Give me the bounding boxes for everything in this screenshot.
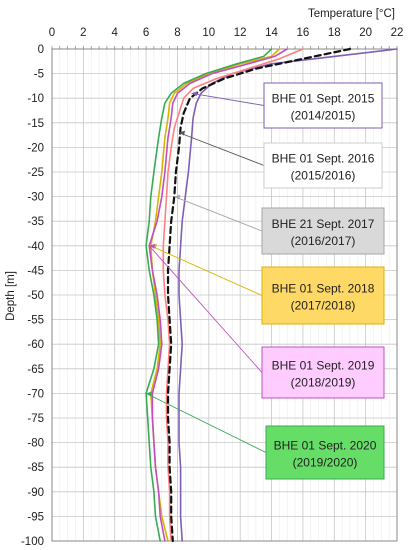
y-tick-label: 0 [38, 44, 44, 56]
x-tick-label: 12 [234, 27, 247, 39]
annotation-box-6 [265, 425, 385, 480]
x-tick-label: 18 [328, 27, 341, 39]
x-tick-label: 0 [49, 27, 55, 39]
y-tick-label: -95 [27, 511, 44, 523]
y-tick-label: -55 [27, 315, 44, 327]
annotation-label-2-line2: (2015/2016) [291, 169, 356, 183]
y-tick-label: -50 [27, 290, 44, 302]
annotation-label-4-line2: (2017/2018) [291, 299, 356, 313]
y-tick-label: -90 [27, 487, 44, 499]
x-tick-label: 2 [80, 27, 86, 39]
y-tick-label: -80 [27, 438, 44, 450]
leader-layer [145, 91, 267, 453]
y-tick-label: -100 [21, 536, 44, 548]
annotation-box-5 [261, 346, 385, 399]
annotation-arrowhead [179, 130, 186, 136]
series-line-6 [145, 48, 273, 542]
annotation-arrowhead [191, 91, 198, 97]
x-tick-label: 20 [359, 27, 372, 39]
annotation-label-4-line1: BHE 01 Sept. 2018 [272, 282, 375, 296]
annotation-label-3-line2: (2016/2017) [291, 234, 356, 248]
annotation-layer: BHE 01 Sept. 2015 (2014/2015) BHE 01 Sept.… [261, 82, 385, 480]
annotation-label-6-line1: BHE 01 Sept. 2020 [274, 439, 377, 453]
y-tick-label: -10 [27, 93, 44, 105]
x-tick-label: 22 [391, 27, 404, 39]
annotation-box-1 [263, 82, 383, 129]
series-line-3 [166, 47, 352, 543]
annotation-label-2-line1: BHE 01 Sept. 2016 [272, 152, 375, 166]
y-tick-label: -20 [27, 142, 44, 154]
annotation-leader-3 [174, 196, 263, 232]
y-tick-label: -40 [27, 241, 44, 253]
y-tick-label: -75 [27, 413, 44, 425]
y-tick-label: -35 [27, 216, 44, 228]
annotation-label-5-line2: (2018/2019) [291, 376, 356, 390]
y-tick-label: -65 [27, 364, 44, 376]
annotation-label-1-line1: BHE 01 Sept. 2015 [272, 92, 375, 106]
annotation-leader-4 [150, 245, 263, 296]
annotation-arrowhead [149, 243, 156, 249]
annotation-box-3 [261, 207, 385, 255]
annotation-box-4 [261, 266, 385, 325]
annotation-label-1-line2: (2014/2015) [291, 109, 356, 123]
annotation-leader-2 [178, 132, 265, 166]
annotation-leader-5 [148, 245, 263, 373]
plot-frame [51, 48, 398, 542]
x-tick-label: 4 [112, 27, 119, 39]
x-tick-label: 8 [174, 27, 180, 39]
y-tick-label: -45 [27, 265, 44, 277]
y-tick-label: -85 [27, 462, 44, 474]
annotation-leader-1 [191, 92, 265, 106]
y-tick-label: -60 [27, 339, 44, 351]
annotation-box-2 [263, 142, 383, 189]
x-tick-label: 16 [297, 27, 310, 39]
x-axis-title: Temperature [°C] [308, 8, 395, 20]
y-tick-label: -25 [27, 167, 44, 179]
annotation-label-3-line1: BHE 21 Sept. 2017 [272, 217, 375, 231]
annotation-arrowhead [174, 194, 181, 200]
series-line-5 [148, 48, 288, 542]
annotation-leader-6 [145, 392, 267, 453]
y-tick-label: -70 [27, 388, 44, 400]
axis-layer: 0 2 4 6 8 10 12 14 16 18 20 22 0 -5 -10 -15 -20 -25 -30 -35… [21, 27, 403, 548]
x-tick-label: 10 [202, 27, 215, 39]
annotation-label-5-line1: BHE 01 Sept. 2019 [272, 359, 375, 373]
annotation-arrowhead [146, 391, 153, 397]
x-tick-label: 6 [143, 27, 149, 39]
annotation-label-6-line2: (2019/2020) [293, 456, 358, 470]
y-tick-label: -15 [27, 118, 44, 130]
y-tick-label: -30 [27, 192, 44, 204]
y-tick-label: -5 [34, 69, 44, 81]
y-axis-title: Depth [m] [5, 271, 17, 321]
x-tick-label: 14 [265, 27, 278, 39]
series-line-2 [162, 48, 304, 542]
